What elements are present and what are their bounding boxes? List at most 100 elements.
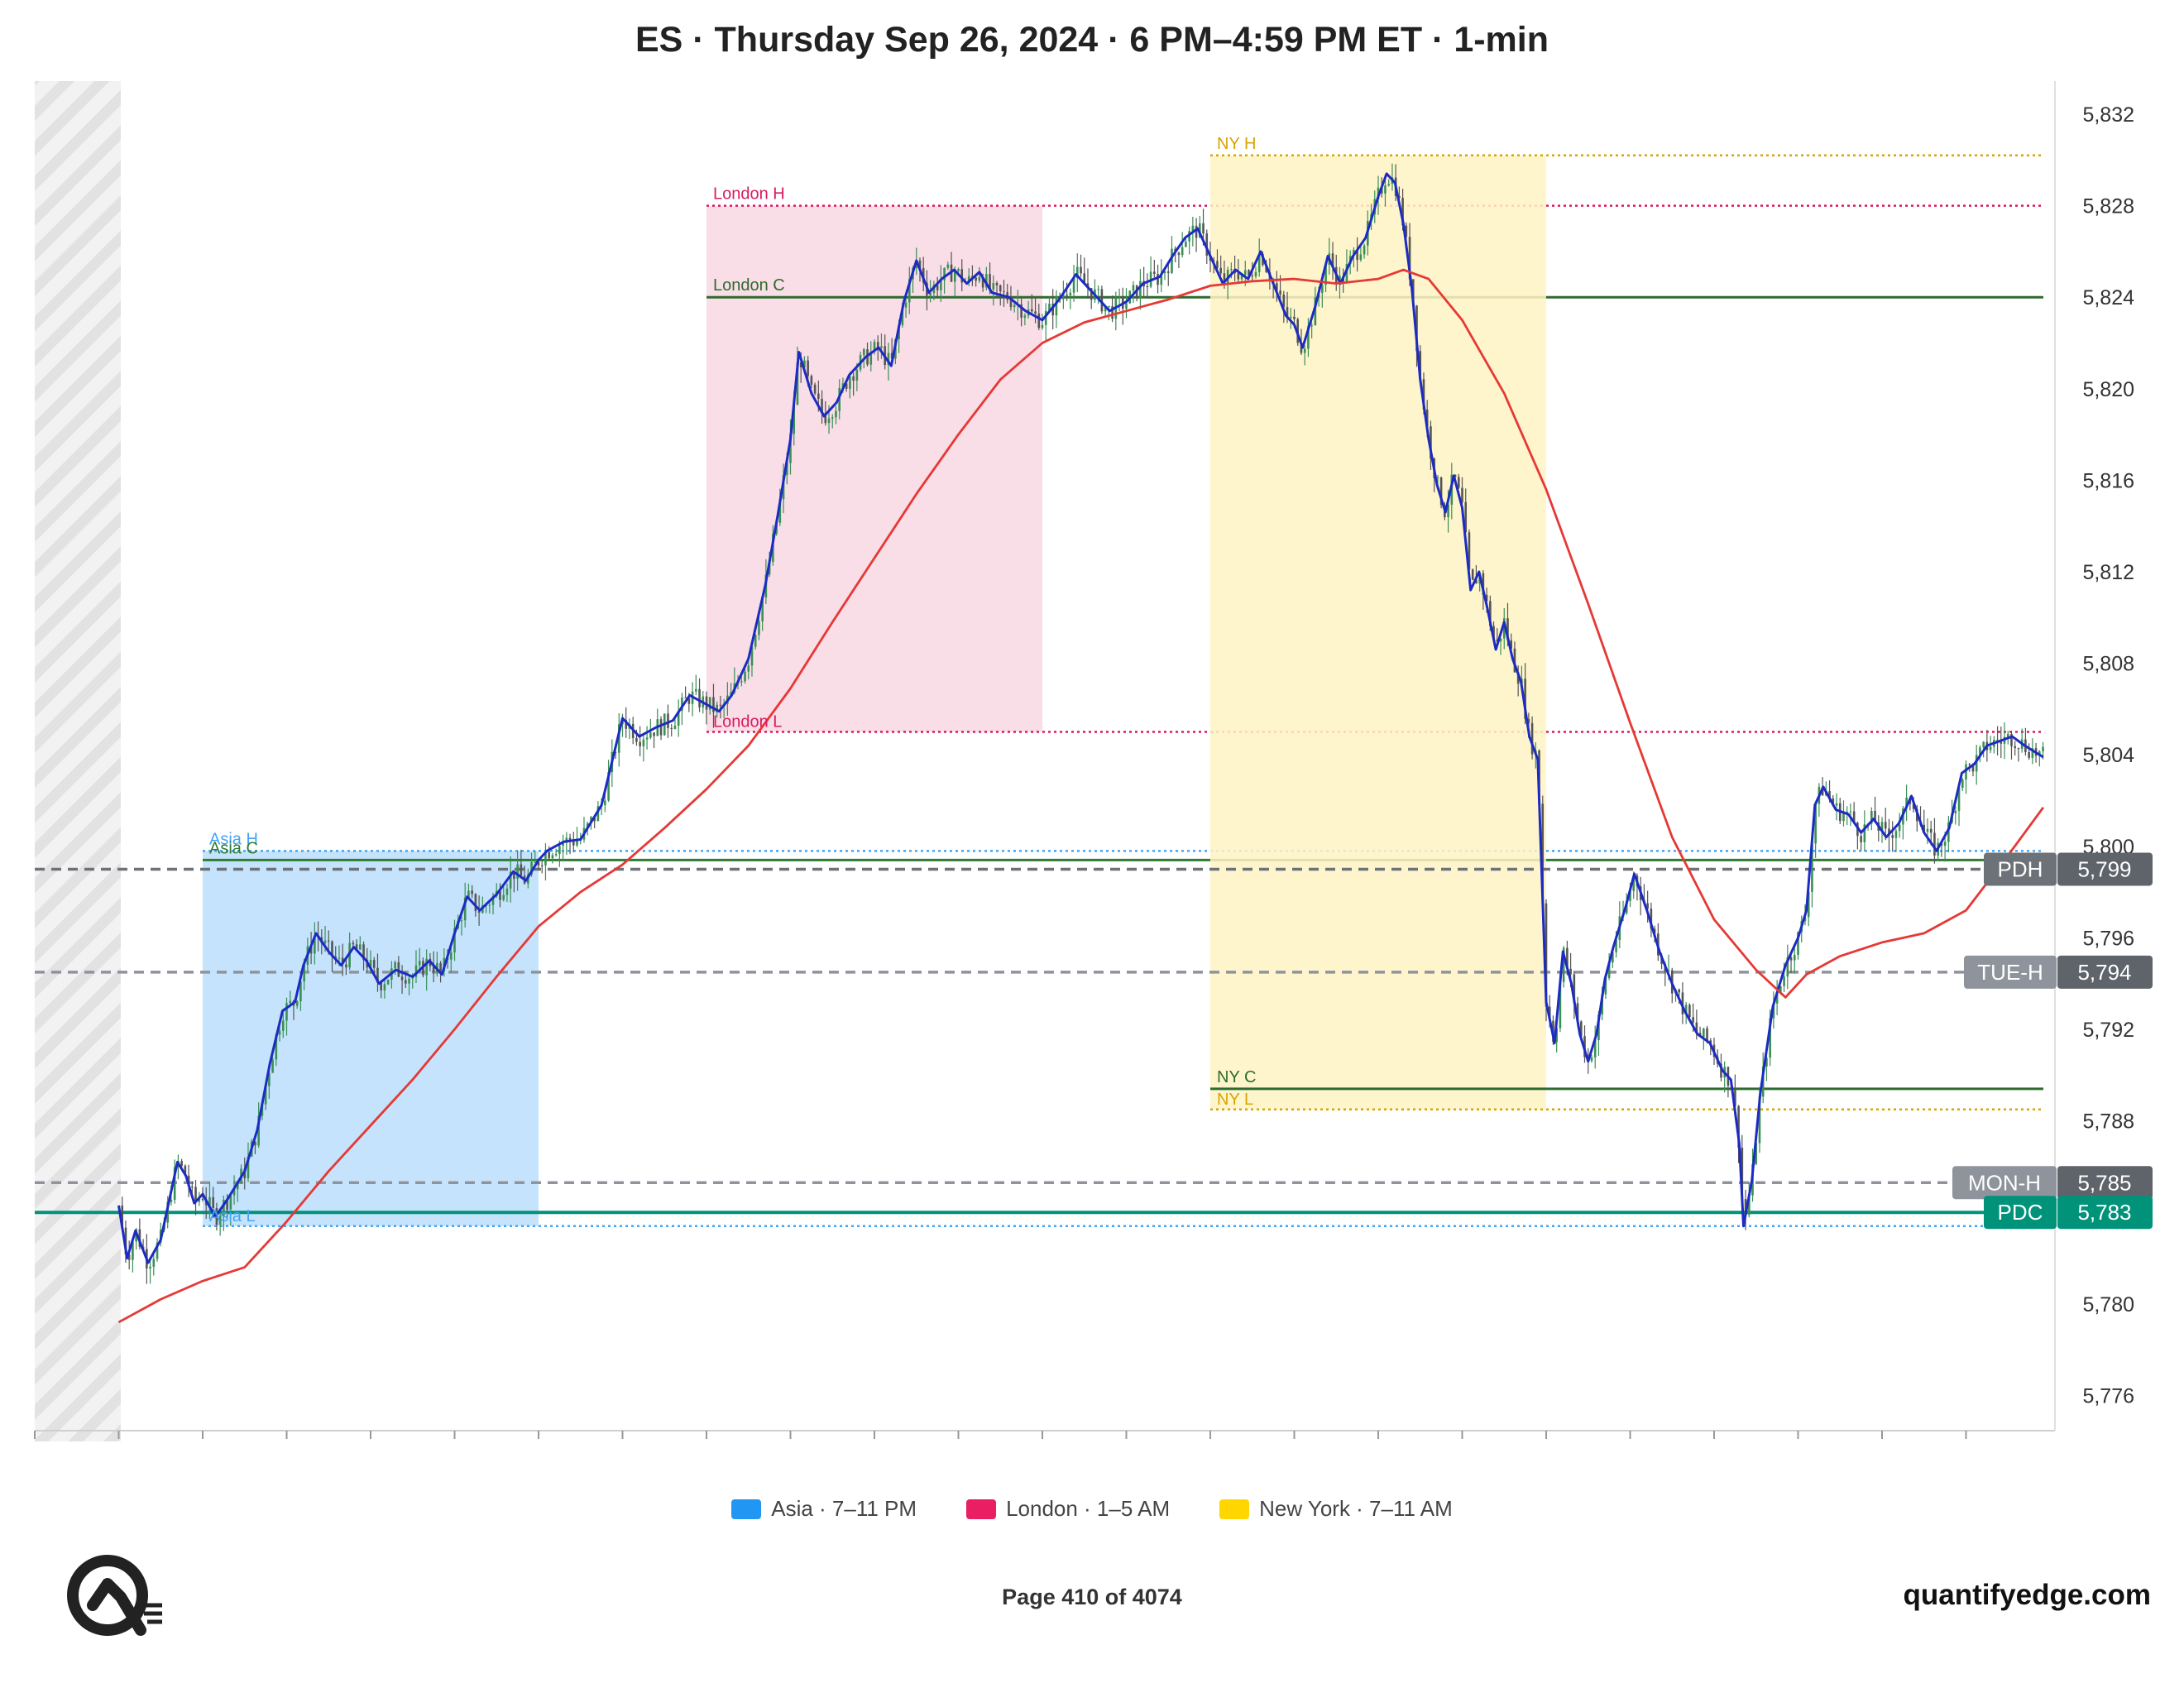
session-high-label-newyork: NY H xyxy=(1217,135,1256,153)
candle-body xyxy=(1811,843,1813,892)
session-close-label-london: London C xyxy=(713,276,785,295)
candle xyxy=(1502,608,1506,650)
candle xyxy=(653,732,655,748)
candle-body xyxy=(1496,639,1499,642)
candle xyxy=(1254,266,1257,279)
candle xyxy=(295,1000,299,1009)
candle-body xyxy=(1464,501,1468,533)
legend-label-asia: Asia · 7–11 PM xyxy=(771,1496,917,1521)
legend-swatch-newyork xyxy=(1219,1499,1250,1519)
candle-body xyxy=(558,846,561,854)
session-close-label-asia: Asia C xyxy=(209,839,258,857)
candle-body xyxy=(1090,288,1093,300)
candle xyxy=(460,914,463,936)
candle-body xyxy=(453,928,456,953)
candle-body xyxy=(184,1165,187,1176)
candle xyxy=(673,717,677,730)
candle xyxy=(705,691,708,725)
candle-body xyxy=(1230,269,1233,271)
candle-body xyxy=(218,1216,222,1225)
candle xyxy=(1013,301,1016,313)
candle xyxy=(1457,473,1460,490)
candle-body xyxy=(520,864,523,876)
candle-body xyxy=(562,842,564,846)
candle xyxy=(156,1238,159,1262)
candle-body xyxy=(695,688,697,692)
candle-body xyxy=(943,267,946,281)
candle xyxy=(1345,249,1348,285)
candle xyxy=(513,871,515,893)
candle xyxy=(1118,288,1121,312)
candle-body xyxy=(491,896,495,905)
candle xyxy=(1146,273,1149,299)
candle-body xyxy=(946,264,950,268)
candle xyxy=(869,341,873,372)
candle-body xyxy=(1860,836,1862,842)
candle-body xyxy=(1530,722,1534,755)
candle xyxy=(1688,1003,1691,1019)
y-tick-label: 5,812 xyxy=(2082,561,2134,584)
candle xyxy=(576,827,578,847)
candle-body xyxy=(1345,264,1348,283)
candle-body xyxy=(817,393,820,400)
candle-body xyxy=(712,697,715,712)
candle-body xyxy=(1279,290,1281,295)
candle-body xyxy=(1044,310,1047,325)
candle xyxy=(656,708,659,736)
candle xyxy=(852,372,855,396)
candle-body xyxy=(247,1156,250,1179)
candle-body xyxy=(1852,811,1856,823)
candle-body xyxy=(1828,791,1831,798)
candle-body xyxy=(754,635,757,647)
candle-body xyxy=(1562,947,1565,982)
candle-body xyxy=(810,376,813,385)
candle-body xyxy=(1870,810,1873,824)
level-value-label-pdc: 5,783 xyxy=(2077,1200,2131,1225)
candle xyxy=(639,726,641,757)
candle-body xyxy=(1408,237,1411,280)
candle xyxy=(281,1008,285,1038)
candle-body xyxy=(673,726,677,729)
candle-body xyxy=(750,646,754,666)
candle-body xyxy=(460,920,463,922)
candle xyxy=(502,885,505,902)
candle-body xyxy=(593,817,596,822)
candle-body xyxy=(1789,957,1793,961)
candle-body xyxy=(1545,903,1548,1007)
session-low-label-london: London L xyxy=(713,713,782,731)
candle-body xyxy=(967,276,970,283)
candle-body xyxy=(254,1141,256,1146)
candle-body xyxy=(604,800,606,806)
candle-body xyxy=(414,965,418,977)
candle-body xyxy=(1132,285,1135,291)
candle-body xyxy=(397,961,400,977)
candle-body xyxy=(1401,198,1404,226)
candle-body xyxy=(1734,1090,1736,1106)
candle-body xyxy=(1797,932,1799,955)
candle xyxy=(149,1259,151,1284)
candle-body xyxy=(778,499,782,523)
candle xyxy=(754,633,757,650)
candle xyxy=(936,276,939,297)
candle-body xyxy=(758,621,760,635)
y-tick-label: 5,796 xyxy=(2082,927,2134,950)
candle-body xyxy=(1461,487,1463,502)
candle-body xyxy=(1720,1063,1722,1078)
candle-body xyxy=(1321,285,1324,293)
candle-body xyxy=(849,376,851,389)
candle xyxy=(408,975,410,995)
candle xyxy=(1923,809,1926,832)
candle-body xyxy=(1807,891,1810,918)
candle-body xyxy=(1489,601,1492,626)
candle-body xyxy=(880,346,883,348)
level-badge-pdh xyxy=(1984,852,2057,886)
candle xyxy=(1461,477,1463,504)
candle-body xyxy=(1874,810,1876,822)
candle-body xyxy=(1051,304,1054,316)
candle-body xyxy=(708,697,711,710)
candle-body xyxy=(380,982,382,990)
candle xyxy=(285,997,288,1036)
candle xyxy=(1257,238,1261,277)
candle-body xyxy=(1775,992,1779,1004)
candle-body xyxy=(1692,1017,1694,1023)
